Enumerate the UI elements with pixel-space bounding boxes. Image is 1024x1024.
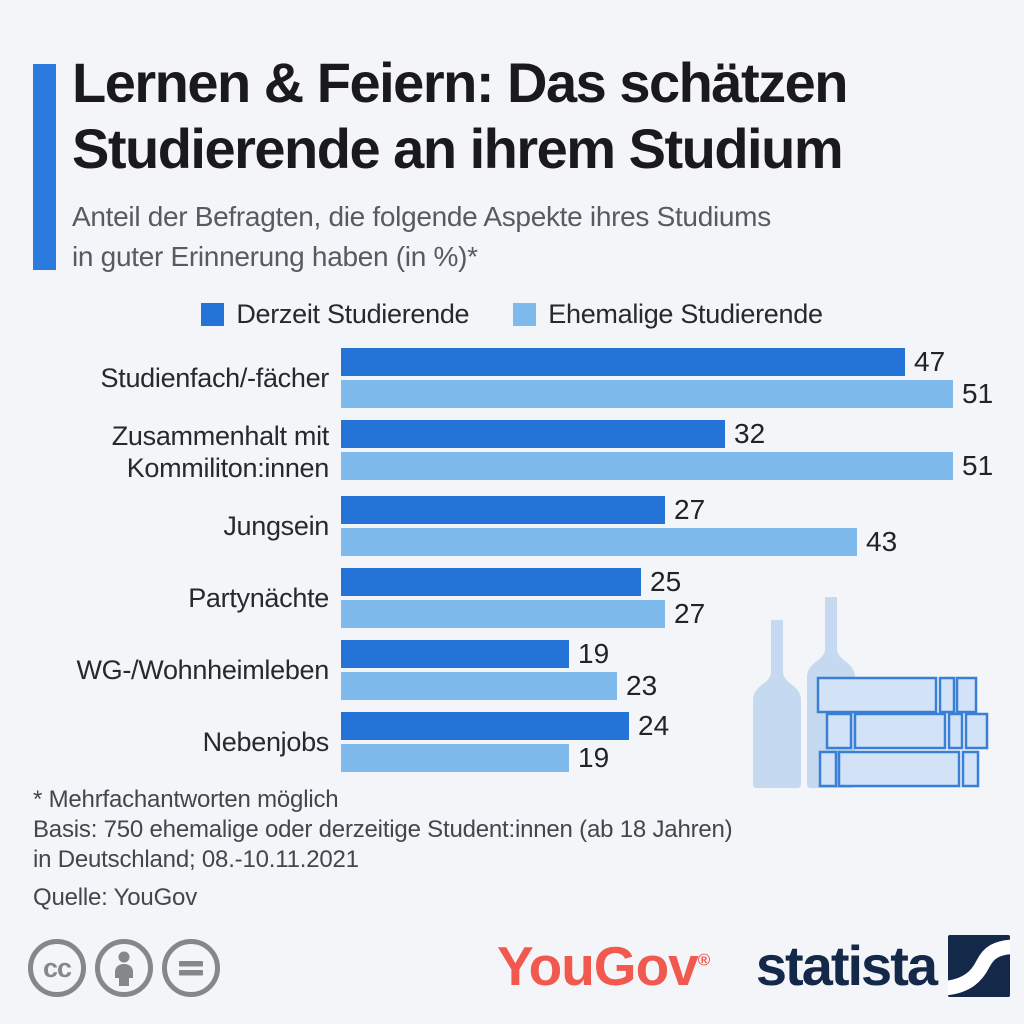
value-label: 51 (962, 378, 994, 409)
equals-glyph (179, 961, 203, 976)
bottle-icon (753, 620, 801, 788)
category-label: Partynächte (188, 583, 329, 613)
chart-row: Studienfach/-fächer 47 51 (0, 346, 1024, 409)
page-subtitle: Anteil der Befragten, die folgende Aspek… (72, 201, 771, 272)
bar-group: 47 51 (341, 346, 994, 409)
cc-icon: cc (28, 939, 86, 997)
legend-swatch (513, 303, 537, 326)
category-label: Studienfach/-fächer (100, 363, 330, 393)
bar-former-students (341, 744, 569, 772)
bar-former-students (341, 600, 665, 628)
value-label: 19 (578, 742, 610, 773)
attribution-person-icon (95, 939, 153, 997)
cc-icon-label: cc (42, 952, 72, 983)
value-label: 51 (962, 450, 994, 481)
bar-line-current: 19 (341, 638, 657, 669)
value-label: 32 (734, 418, 766, 449)
bar-former-students (341, 672, 617, 700)
legend-swatch (201, 303, 225, 326)
legend-item: Derzeit Studierende (201, 299, 470, 330)
no-derivatives-icon (162, 939, 220, 997)
page-title: Lernen & Feiern: Das schätzen Studierend… (72, 51, 848, 180)
footnote: in Deutschland; 08.-10.11.2021 (33, 846, 359, 873)
bar-current-students (341, 712, 629, 740)
attribution-person-glyph (115, 951, 133, 986)
bar-line-former: 43 (341, 526, 898, 557)
bar-group: 32 51 (341, 418, 994, 484)
legend-label: Ehemalige Studierende (548, 299, 823, 329)
chart-row: Jungsein 27 43 (0, 494, 1024, 557)
bar-current-students (341, 640, 569, 668)
bar-line-current: 27 (341, 494, 897, 525)
title-accent-bar (33, 64, 56, 270)
legend-label: Derzeit Studierende (236, 299, 470, 329)
bar-line-current: 32 (341, 418, 993, 449)
footnote: Basis: 750 ehemalige oder derzeitige Stu… (33, 816, 733, 843)
books-icon (816, 676, 989, 788)
registered-mark: ® (697, 950, 711, 970)
value-label: 27 (674, 494, 706, 525)
value-label: 27 (674, 598, 706, 629)
source-label: Quelle: YouGov (33, 884, 197, 911)
chart-row: Partynächte 25 27 (0, 566, 1024, 629)
category-label: Jungsein (223, 511, 329, 541)
bar-line-current: 24 (341, 710, 670, 741)
yougov-logo: YouGov® (497, 934, 710, 998)
cc-license-icons: cc (28, 939, 220, 997)
bar-group: 27 43 (341, 494, 898, 557)
bar-group: 24 19 (341, 710, 670, 773)
bar-group: 19 23 (341, 638, 658, 701)
bar-line-former: 19 (341, 742, 669, 773)
bar-line-former: 27 (341, 598, 706, 629)
statista-logo: statista (756, 933, 1010, 998)
value-label: 23 (626, 670, 658, 701)
bar-chart: Studienfach/-fächer 47 51 Zusammenhalt mit … (0, 346, 1024, 784)
value-label: 24 (638, 710, 670, 741)
value-label: 25 (650, 566, 682, 597)
value-label: 19 (578, 638, 610, 669)
bar-group: 25 27 (341, 566, 706, 629)
bar-current-students (341, 568, 641, 596)
footnote: * Mehrfachantworten möglich (33, 786, 339, 813)
chart-row: Zusammenhalt mit Kommiliton:innen 32 51 (0, 418, 1024, 484)
bar-line-former: 51 (341, 450, 994, 481)
bar-line-current: 25 (341, 566, 705, 597)
bar-line-current: 47 (341, 346, 993, 377)
bar-current-students (341, 348, 905, 376)
statista-wordmark: statista (755, 934, 938, 997)
bar-former-students (341, 380, 953, 408)
bar-line-former: 51 (341, 378, 994, 409)
footnotes: * Mehrfachantworten möglich Basis: 750 eh… (33, 785, 733, 875)
category-label: Zusammenhalt mit Kommiliton:innen (111, 421, 330, 483)
bar-former-students (341, 528, 857, 556)
category-label: WG-/Wohnheimleben (76, 655, 329, 685)
yougov-wordmark: YouGov (497, 935, 699, 997)
statista-logo-mark (948, 934, 1010, 997)
bar-former-students (341, 452, 953, 480)
legend: Derzeit Studierende Ehemalige Studierende (0, 299, 1024, 330)
value-label: 43 (866, 526, 898, 557)
chart-row: Nebenjobs 24 19 (0, 710, 1024, 773)
legend-item: Ehemalige Studierende (513, 299, 823, 330)
value-label: 47 (914, 346, 946, 377)
bar-line-former: 23 (341, 670, 658, 701)
bottles-and-books-illustration (753, 597, 989, 788)
bar-current-students (341, 420, 725, 448)
chart-row: WG-/Wohnheimleben 19 23 (0, 638, 1024, 701)
category-label: Nebenjobs (202, 727, 330, 757)
bar-current-students (341, 496, 665, 524)
